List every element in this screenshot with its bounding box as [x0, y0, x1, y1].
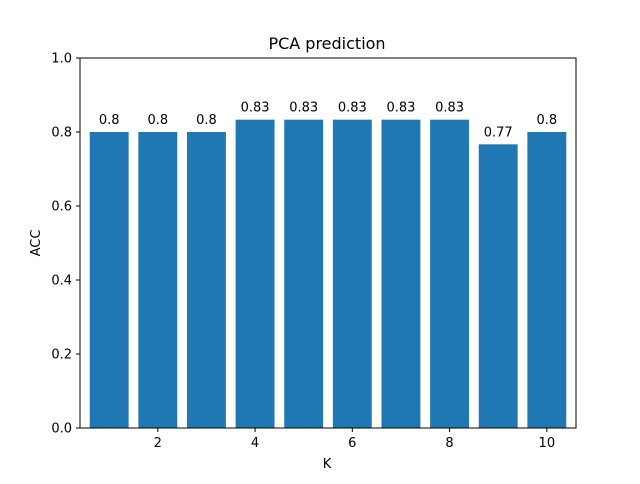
- bar-k-4: [235, 119, 275, 428]
- x-axis-title: K: [323, 457, 332, 472]
- bar-k-8: [430, 119, 470, 428]
- bar-value-label: 0.83: [435, 101, 464, 116]
- y-tick-label: 0.2: [51, 348, 72, 363]
- x-tick-label: 4: [251, 436, 259, 451]
- bar-k-9: [478, 144, 518, 429]
- bar-value-label: 0.8: [196, 113, 217, 128]
- bar-value-label: 0.8: [536, 113, 557, 128]
- bar-k-2: [138, 132, 178, 428]
- x-tick-label: 8: [445, 436, 453, 451]
- bar-k-5: [284, 119, 324, 428]
- y-tick-label: 1.0: [51, 52, 72, 67]
- plot-frame: [79, 57, 577, 429]
- y-tick-label: 0.4: [51, 274, 72, 289]
- bars-layer: [89, 119, 567, 429]
- bar-k-6: [332, 119, 372, 428]
- bar-value-label: 0.8: [147, 113, 168, 128]
- chart-title: PCA prediction: [268, 34, 385, 53]
- bar-k-10: [527, 132, 567, 428]
- y-tick-label: 0.0: [51, 422, 72, 437]
- bar-k-3: [186, 132, 226, 428]
- x-axis-ticks: 2 4 6 8 10: [154, 428, 555, 451]
- y-axis-title: ACC: [29, 230, 44, 257]
- bar-value-label: 0.83: [289, 101, 318, 116]
- bar-value-label: 0.83: [241, 101, 270, 116]
- bar-value-label: 0.83: [386, 101, 415, 116]
- y-tick-label: 0.8: [51, 126, 72, 141]
- bar-k-1: [89, 132, 129, 428]
- bar-value-label: 0.83: [338, 101, 367, 116]
- bar-value-label: 0.8: [99, 113, 120, 128]
- x-tick-label: 6: [348, 436, 356, 451]
- x-tick-label: 10: [539, 436, 556, 451]
- y-tick-label: 0.6: [51, 200, 72, 215]
- bar-k-7: [381, 119, 421, 428]
- bar-value-label: 0.77: [484, 125, 513, 140]
- y-axis-ticks: 0.0 0.2 0.4 0.6 0.8 1.0: [51, 52, 80, 437]
- x-tick-label: 2: [154, 436, 162, 451]
- bar-labels-layer: 0.8 0.8 0.8 0.83 0.83 0.83 0.83 0.83 0.77 0.8: [99, 101, 557, 141]
